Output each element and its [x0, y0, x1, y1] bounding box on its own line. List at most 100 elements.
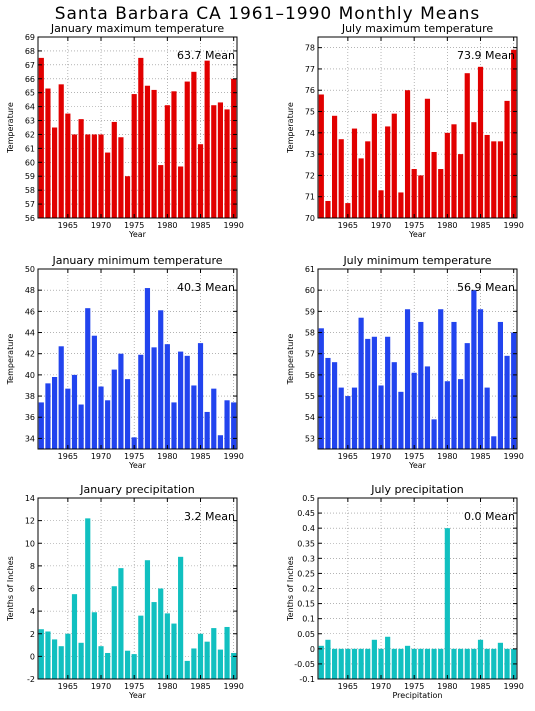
x-tick-label: 1965: [338, 452, 358, 461]
bar-1989: [224, 626, 230, 679]
bar-1979: [438, 648, 444, 679]
x-tick-label: 1970: [91, 682, 111, 691]
bar-1978: [151, 602, 157, 679]
y-tick-label: 65: [25, 89, 35, 98]
y-tick-label: 6: [30, 585, 35, 594]
y-tick-label: 0.25: [297, 569, 315, 578]
bars: [318, 290, 517, 449]
bar-1990: [511, 332, 517, 449]
x-tick-label: 1980: [437, 452, 457, 461]
bar-1963: [331, 648, 338, 679]
bar-1965: [65, 388, 71, 449]
bar-1983: [464, 73, 470, 218]
y-tick-label: 59: [305, 307, 315, 316]
bar-1984: [471, 648, 477, 679]
bar-1962: [325, 200, 331, 218]
bar-1966: [351, 648, 358, 679]
y-tick-label: 58: [25, 186, 35, 195]
bar-1982: [178, 556, 184, 679]
bar-1974: [404, 90, 411, 218]
y-tick-label: 14: [25, 494, 35, 503]
bar-1979: [158, 588, 164, 679]
bar-1967: [78, 404, 84, 449]
x-tick-label: 1975: [404, 452, 424, 461]
bar-1970: [378, 648, 384, 679]
x-tick-label: 1965: [58, 682, 78, 691]
bar-1975: [411, 648, 417, 679]
bar-1977: [144, 288, 151, 449]
x-tick-label: 1980: [437, 682, 457, 691]
bar-1963: [51, 127, 58, 218]
y-tick-label: 76: [305, 86, 315, 95]
y-tick-label: 54: [305, 413, 315, 422]
bars: [38, 57, 237, 219]
bar-1980: [164, 105, 170, 218]
x-tick-label: 1980: [437, 221, 457, 230]
bar-1972: [111, 369, 117, 449]
bar-1968: [365, 648, 371, 679]
chart-4: July minimum temperature 53 54 55 56 57 58 59 60…: [286, 254, 524, 470]
bar-1989: [504, 100, 510, 218]
bar-1968: [85, 308, 91, 449]
y-tick-label: 75: [305, 108, 315, 117]
bar-1988: [217, 649, 224, 679]
x-tick-label: 1965: [58, 221, 78, 230]
y-tick-label: 50: [25, 265, 35, 274]
bar-1966: [351, 128, 358, 218]
bar-1985: [477, 639, 484, 679]
bar-1968: [365, 338, 371, 449]
bar-1978: [431, 151, 437, 218]
chart-title: January precipitation: [79, 483, 195, 496]
x-tick-label: 1970: [91, 221, 111, 230]
bar-1973: [118, 568, 124, 679]
x-tick-label: 1980: [157, 682, 177, 691]
bar-1961: [38, 402, 44, 449]
bar-1988: [497, 321, 504, 449]
bar-1967: [78, 119, 84, 218]
bar-1981: [171, 91, 177, 218]
bar-1979: [438, 309, 444, 449]
y-tick-label: 64: [25, 103, 35, 112]
bar-1962: [45, 383, 51, 449]
y-tick-label: 0: [310, 645, 315, 654]
x-axis-label: Year: [128, 230, 147, 239]
x-axis: 1965 1970 1975 1980 1985 1990: [338, 37, 524, 230]
bar-1969: [371, 113, 377, 218]
bar-1987: [491, 141, 497, 218]
y-tick-label: 57: [25, 200, 35, 209]
bar-1988: [217, 435, 224, 449]
y-tick-label: 59: [25, 172, 35, 181]
y-tick-label: 61: [25, 144, 35, 153]
x-axis-label: Year: [408, 461, 427, 470]
bar-1970: [98, 646, 104, 679]
chart-title: January minimum temperature: [51, 254, 222, 267]
y-tick-label: 0.05: [297, 630, 315, 639]
bar-1970: [378, 385, 384, 449]
bar-1967: [358, 158, 364, 218]
bar-1986: [204, 641, 210, 679]
bar-1990: [231, 652, 237, 679]
bar-1964: [338, 387, 344, 449]
bar-1971: [105, 400, 111, 449]
y-tick-label: 77: [305, 65, 315, 74]
bar-1975: [131, 437, 137, 449]
chart-2: July maximum temperature 70 71 72 73 74 75 76 77…: [286, 22, 524, 239]
bar-1977: [424, 366, 431, 449]
y-axis-label: Temperature: [6, 102, 15, 154]
bar-1963: [331, 115, 338, 218]
mean-label: 73.9 Mean: [457, 49, 515, 62]
y-tick-label: 0.45: [297, 509, 315, 518]
y-tick-label: 42: [25, 350, 35, 359]
bar-1971: [385, 336, 391, 449]
y-axis-label: Temperature: [286, 334, 295, 386]
bar-1975: [131, 94, 137, 218]
bar-1969: [371, 336, 377, 449]
bar-1976: [138, 354, 144, 449]
bar-1988: [217, 102, 224, 218]
bar-1981: [451, 321, 457, 449]
y-tick-label: 0.35: [297, 539, 315, 548]
y-tick-label: 12: [25, 517, 35, 526]
bar-1981: [451, 124, 457, 218]
x-tick-label: 1970: [91, 452, 111, 461]
